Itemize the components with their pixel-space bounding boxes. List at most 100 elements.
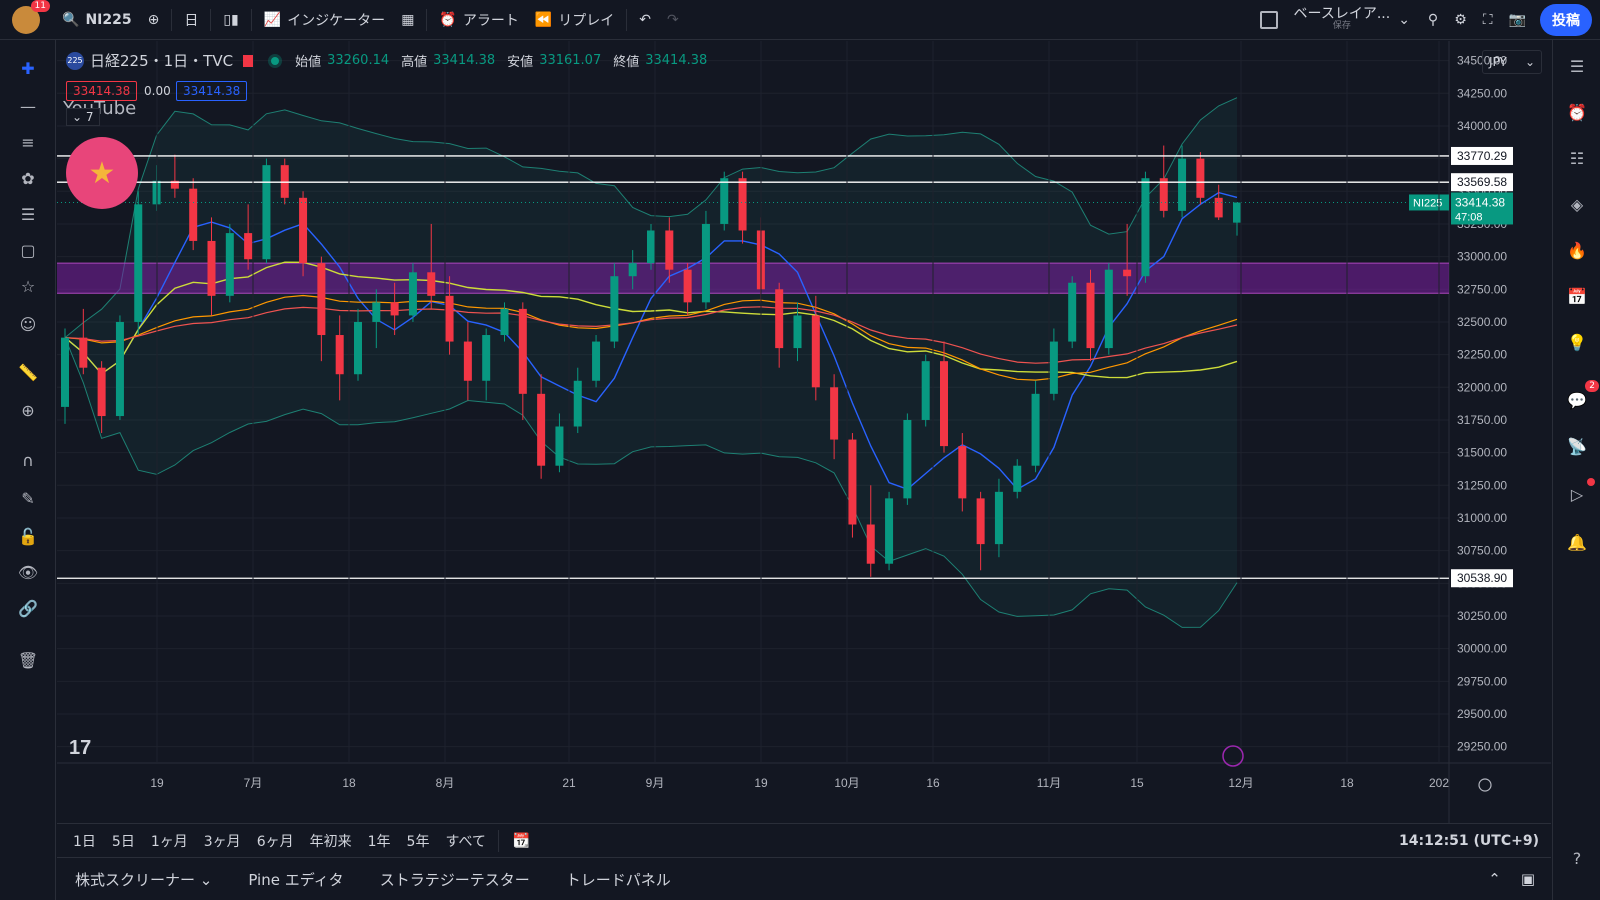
- user-avatar[interactable]: 11: [12, 0, 50, 34]
- bell-icon[interactable]: 🔔: [1567, 532, 1587, 552]
- object-tree-icon[interactable]: ☷: [1569, 148, 1585, 168]
- live-dot-icon: [1587, 478, 1595, 486]
- hotlist-flame-icon[interactable]: 🔥: [1567, 240, 1587, 260]
- candle-body: [976, 498, 985, 545]
- sell-price-box[interactable]: 33414.38: [66, 81, 138, 101]
- range-buttons: 1日 5日 1ヶ月 3ヶ月 6ヶ月 年初来 1年 5年 すべて: [65, 831, 494, 851]
- interval-button[interactable]: 日: [176, 0, 206, 40]
- replay-button[interactable]: ⏪ リプレイ: [527, 0, 622, 40]
- help-icon[interactable]: ?: [1572, 848, 1582, 868]
- currency-select[interactable]: JPY ⌄: [1482, 50, 1542, 74]
- candle-body: [720, 178, 729, 224]
- candle-body: [189, 188, 198, 241]
- range-button[interactable]: 1年: [367, 833, 391, 850]
- chat-icon[interactable]: 💬 2: [1563, 380, 1599, 414]
- panel-tab[interactable]: 株式スクリーナー ⌄: [75, 870, 213, 889]
- layout-menu-button[interactable]: ベースレイア... 保存: [1286, 0, 1399, 40]
- candle-body: [958, 446, 967, 499]
- favorite-star-badge[interactable]: ★: [66, 137, 138, 209]
- range-toolbar: 1日 5日 1ヶ月 3ヶ月 6ヶ月 年初来 1年 5年 すべて 📆 14:12:51 (UTC+…: [57, 823, 1551, 857]
- rectangle-tool-icon[interactable]: ▢: [20, 240, 36, 260]
- panel-tab[interactable]: トレードパネル: [565, 870, 671, 889]
- range-button[interactable]: 1日: [73, 833, 96, 850]
- price-chart[interactable]: 34500.0034250.0034000.0033750.0033500.00…: [57, 41, 1551, 823]
- ruler-icon[interactable]: 📏: [18, 362, 38, 382]
- redo-button[interactable]: ↷: [659, 0, 687, 40]
- fullscreen-button[interactable]: ⛶: [1475, 0, 1501, 40]
- panel-tab[interactable]: ストラテジーテスター: [379, 870, 530, 889]
- candle-body: [665, 230, 674, 270]
- snapshot-button[interactable]: 📷: [1501, 0, 1534, 40]
- maximize-panel-icon[interactable]: ▣: [1520, 870, 1535, 888]
- symbol-title[interactable]: 日経225・1日・TVC: [90, 52, 234, 70]
- templates-button[interactable]: ▦: [393, 0, 422, 40]
- magnet-icon[interactable]: ∩: [22, 450, 34, 470]
- calendar-icon[interactable]: 📅: [1567, 286, 1587, 306]
- candle-body: [866, 524, 875, 564]
- candle-body: [573, 380, 582, 427]
- candle-body: [372, 302, 381, 322]
- bottom-panel-tabs: 株式スクリーナー ⌄ Pine エディタ ストラテジーテスター トレードパネル ⌃ ▣: [57, 857, 1551, 900]
- indicators-button[interactable]: 📈 インジケーター: [256, 0, 393, 40]
- square-icon: [1259, 10, 1278, 29]
- chevron-down-icon[interactable]: ⌄: [1398, 11, 1410, 28]
- ma75-line: [64, 294, 1238, 381]
- horizontal-line-label-bg: [1451, 146, 1513, 165]
- chart-area[interactable]: 34500.0034250.0034000.0033750.0033500.00…: [57, 41, 1551, 823]
- alarm-clock-icon[interactable]: ⏰: [1567, 102, 1587, 122]
- time-tick-label: 19: [150, 776, 164, 790]
- range-button[interactable]: 年初来: [309, 833, 352, 850]
- range-button[interactable]: 1ヶ月: [150, 833, 188, 850]
- trash-icon[interactable]: 🗑: [17, 650, 39, 670]
- redo-icon: ↷: [667, 11, 679, 28]
- symbol-search-button[interactable]: 🔍 NI225: [54, 0, 140, 40]
- clock-display[interactable]: 14:12:51 (UTC+9): [1399, 832, 1539, 849]
- candle-body: [61, 337, 69, 407]
- panel-tab-list: 株式スクリーナー ⌄ Pine エディタ ストラテジーテスター トレードパネル: [57, 869, 689, 890]
- post-button[interactable]: 投稿: [1540, 3, 1592, 36]
- goto-date-icon[interactable]: 📆: [512, 832, 531, 849]
- horizontal-lines-icon[interactable]: ≡: [21, 132, 35, 152]
- range-button[interactable]: 5日: [111, 833, 135, 850]
- panel-tab[interactable]: Pine エディタ: [248, 870, 344, 889]
- range-button[interactable]: 5年: [406, 833, 430, 850]
- symbol-tag: NI225: [1413, 197, 1442, 209]
- top-toolbar: 11 🔍 NI225 ⊕ 日 ▯▮ 📈 インジケーター ▦ ⏰ アラート ⏪ リ…: [0, 0, 1600, 40]
- candle-body: [647, 230, 655, 264]
- symbol-legend: 225 日経225・1日・TVC 始値 33260.14 高値 33414.38 安…: [66, 50, 713, 71]
- fib-retracement-icon[interactable]: ☰: [20, 204, 36, 224]
- pencil-lock-icon[interactable]: ✎: [21, 488, 35, 508]
- eye-icon[interactable]: 👁: [17, 562, 39, 582]
- streams-icon[interactable]: 📡: [1567, 436, 1587, 456]
- indicator-collapse-button[interactable]: ⌄ 7: [66, 108, 100, 126]
- range-button[interactable]: すべて: [445, 833, 486, 850]
- ideas-bulb-icon[interactable]: 💡: [1567, 332, 1587, 352]
- pattern-icon[interactable]: ☆: [20, 276, 36, 296]
- undo-button[interactable]: ↶: [631, 0, 659, 40]
- play-icon[interactable]: ▷: [1563, 478, 1595, 508]
- emoji-icon[interactable]: ☺: [19, 314, 37, 334]
- search-zoom-icon: ⚲: [1427, 11, 1439, 28]
- layers-icon[interactable]: ◈: [1570, 194, 1584, 214]
- range-button[interactable]: 6ヶ月: [256, 833, 294, 850]
- settings-button[interactable]: ⚙: [1446, 0, 1475, 40]
- trend-line-icon[interactable]: —: [20, 96, 36, 116]
- link-icon[interactable]: 🔗: [18, 598, 38, 618]
- horizontal-line-label: 33569.58: [1457, 175, 1507, 189]
- range-button[interactable]: 3ヶ月: [203, 833, 241, 850]
- buy-price-box[interactable]: 33414.38: [176, 81, 248, 101]
- quick-search-button[interactable]: ⚲: [1420, 0, 1446, 40]
- price-tick-label: 30750.00: [1457, 544, 1507, 558]
- layout-toggle-button[interactable]: [1252, 0, 1286, 40]
- chart-type-button[interactable]: ▯▮: [215, 0, 246, 40]
- chevron-up-icon[interactable]: ⌃: [1488, 870, 1501, 888]
- alert-button[interactable]: ⏰ アラート: [431, 0, 526, 40]
- spread-value: 0.00: [144, 84, 171, 98]
- compare-button[interactable]: ⊕: [140, 0, 168, 40]
- watchlist-icon[interactable]: ☰: [1569, 56, 1585, 76]
- crosshair-icon[interactable]: ✚: [21, 58, 35, 78]
- right-sidebar: ☰ ⏰ ☷ ◈ 🔥 📅 💡 💬 2 📡 ▷ 🔔 ?: [1552, 40, 1600, 900]
- zoom-in-icon[interactable]: ⊕: [21, 400, 35, 420]
- lock-icon[interactable]: 🔓: [18, 526, 38, 546]
- pitchfork-icon[interactable]: ✿: [21, 168, 35, 188]
